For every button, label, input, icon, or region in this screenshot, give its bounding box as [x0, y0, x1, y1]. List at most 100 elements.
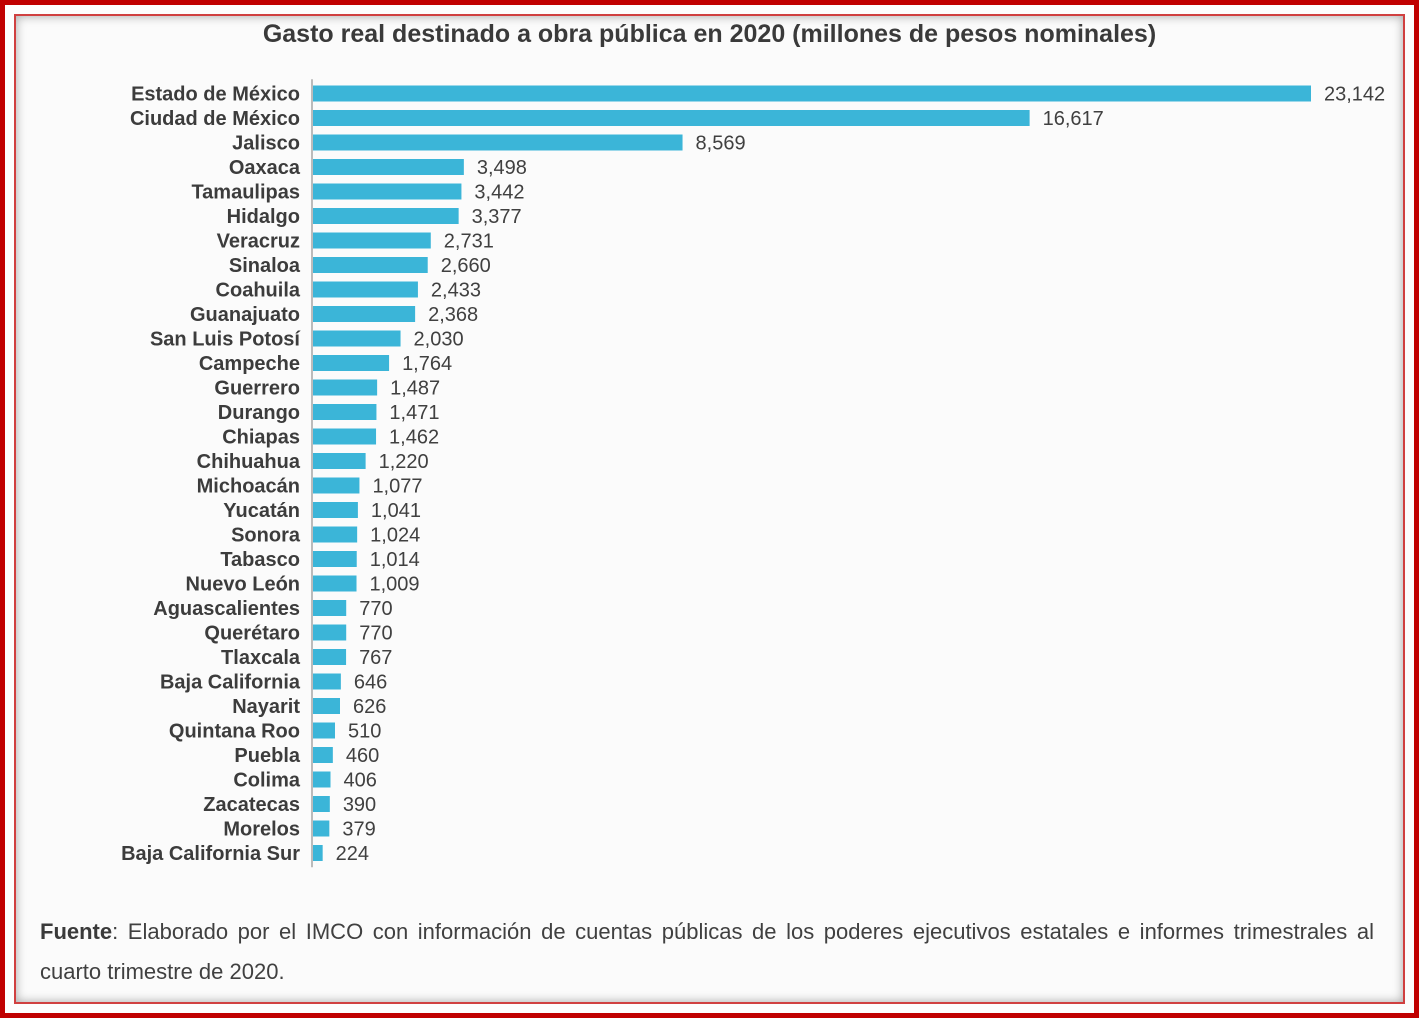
bar — [313, 306, 416, 322]
category-label: Chihuahua — [197, 451, 301, 473]
bar — [313, 747, 333, 763]
bar — [313, 183, 462, 200]
bar — [313, 526, 358, 543]
value-label: 770 — [359, 623, 392, 645]
chart-title: Gasto real destinado a obra pública en 2… — [262, 20, 1157, 48]
bar — [313, 110, 1030, 126]
value-label: 1,009 — [370, 574, 420, 596]
value-label: 3,498 — [477, 157, 527, 179]
category-label: Yucatán — [223, 500, 300, 522]
value-label: 2,368 — [428, 304, 478, 326]
value-label: 390 — [343, 794, 376, 816]
value-label: 2,030 — [414, 329, 464, 351]
value-label: 2,660 — [441, 255, 491, 277]
category-label: Nuevo León — [186, 574, 300, 596]
bar — [313, 330, 401, 347]
category-label: Jalisco — [232, 133, 300, 155]
bar — [313, 355, 390, 371]
value-label: 1,462 — [389, 427, 439, 449]
value-label: 1,220 — [379, 451, 429, 473]
bar — [313, 453, 366, 469]
bar — [313, 281, 418, 298]
bar — [313, 771, 331, 788]
bar — [313, 575, 357, 592]
value-label: 406 — [344, 770, 377, 792]
category-label: Chiapas — [222, 427, 300, 449]
value-label: 1,077 — [372, 476, 422, 498]
bar — [313, 159, 464, 175]
category-label: Tlaxcala — [221, 647, 301, 669]
category-label: Colima — [233, 770, 301, 792]
source-label: Fuente — [40, 919, 113, 944]
category-label: Tamaulipas — [191, 182, 300, 204]
category-label: Baja California — [160, 672, 301, 694]
value-label: 646 — [354, 672, 387, 694]
bar — [313, 600, 347, 616]
category-label: Sinaloa — [229, 255, 301, 277]
bar — [313, 502, 358, 518]
bar — [313, 722, 335, 739]
bar — [313, 232, 431, 249]
category-label: San Luis Potosí — [150, 329, 301, 351]
category-label: Coahuila — [216, 280, 301, 302]
bar — [313, 698, 340, 714]
category-label: Morelos — [223, 819, 300, 841]
category-label: Hidalgo — [227, 206, 300, 228]
bar — [313, 820, 330, 837]
source-note: Fuente: Elaborado por el IMCO con inform… — [40, 912, 1374, 992]
value-label: 224 — [336, 843, 369, 865]
category-label: Michoacán — [197, 476, 300, 498]
category-label: Baja California Sur — [121, 843, 300, 865]
value-label: 460 — [346, 745, 379, 767]
category-label: Puebla — [234, 745, 300, 767]
category-label: Aguascalientes — [153, 598, 300, 620]
category-label: Guanajuato — [190, 304, 300, 326]
bar-chart: Estado de México 23,142 Ciudad de México 16… — [121, 79, 1385, 868]
category-label: Guerrero — [214, 378, 300, 400]
bar — [313, 477, 360, 494]
value-label: 626 — [353, 696, 386, 718]
value-label: 8,569 — [696, 133, 746, 155]
value-label: 2,433 — [431, 280, 481, 302]
value-label: 3,442 — [474, 182, 524, 204]
bar — [313, 257, 428, 273]
value-label: 1,487 — [390, 378, 440, 400]
source-text: : Elaborado por el IMCO con información … — [40, 919, 1374, 984]
value-label: 1,014 — [370, 549, 420, 571]
category-label: Durango — [218, 402, 300, 424]
category-label: Oaxaca — [229, 157, 301, 179]
value-label: 3,377 — [472, 206, 522, 228]
value-label: 23,142 — [1324, 84, 1385, 106]
value-label: 2,731 — [444, 231, 494, 253]
category-label: Estado de México — [131, 84, 300, 106]
bar — [313, 845, 323, 861]
category-label: Nayarit — [232, 696, 300, 718]
category-label: Campeche — [199, 353, 300, 375]
value-label: 1,024 — [370, 525, 420, 547]
value-label: 510 — [348, 721, 381, 743]
category-label: Querétaro — [204, 623, 300, 645]
bar — [313, 624, 347, 641]
category-label: Sonora — [231, 525, 301, 547]
value-label: 1,471 — [389, 402, 439, 424]
chart-frame-inner — [14, 14, 1405, 1004]
bar — [313, 379, 378, 396]
bar — [313, 404, 377, 420]
category-label: Zacatecas — [203, 794, 300, 816]
category-label: Quintana Roo — [169, 721, 300, 743]
bar — [313, 673, 341, 690]
bar — [313, 649, 347, 665]
value-label: 1,041 — [371, 500, 421, 522]
bar — [313, 428, 377, 445]
bar — [313, 796, 330, 812]
category-label: Veracruz — [217, 231, 300, 253]
bar — [313, 134, 683, 151]
category-label: Tabasco — [220, 549, 300, 571]
value-label: 16,617 — [1043, 108, 1104, 130]
bar — [313, 85, 1311, 102]
value-label: 1,764 — [402, 353, 452, 375]
value-label: 379 — [342, 819, 375, 841]
bar — [313, 208, 459, 224]
value-label: 767 — [359, 647, 392, 669]
